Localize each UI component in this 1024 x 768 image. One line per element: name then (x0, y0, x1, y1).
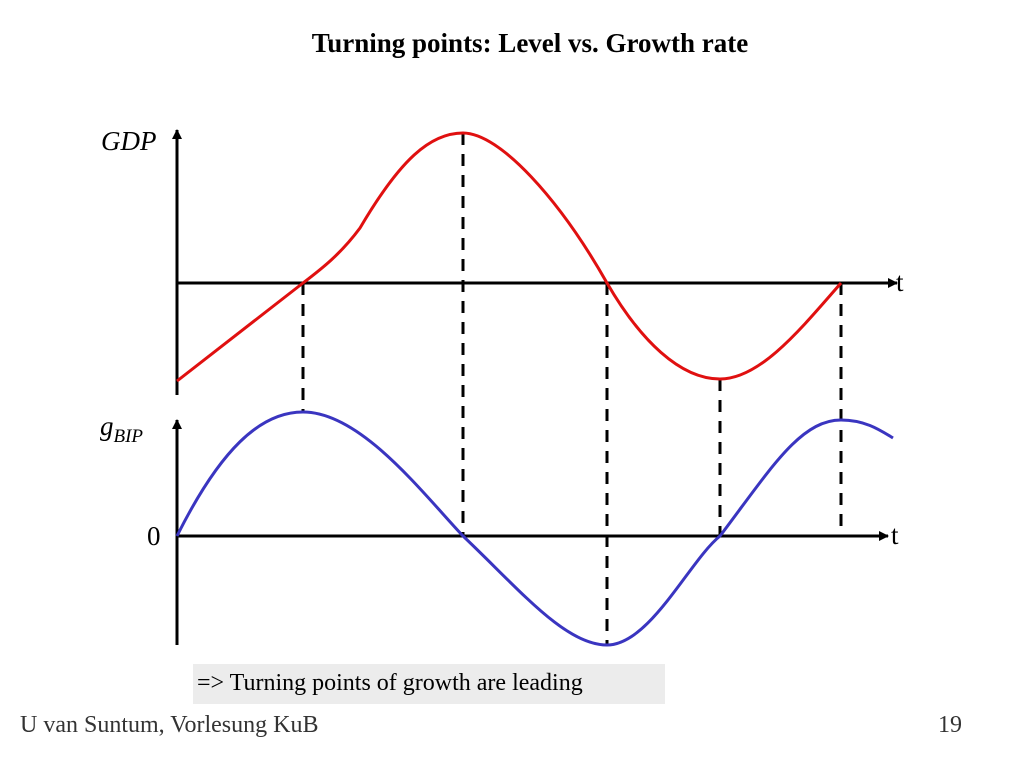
note-box: => Turning points of growth are leading (193, 664, 665, 704)
zero-label: 0 (147, 521, 161, 551)
bottom-t-axis-label: t (891, 520, 899, 550)
slide-title: Turning points: Level vs. Growth rate (311, 28, 749, 58)
growth-axis-symbol: g (100, 411, 114, 441)
top-t-axis-label: t (896, 267, 904, 297)
gdp-level-curve (176, 131, 843, 383)
footer-author: U van Suntum, Vorlesung KuB (20, 712, 319, 738)
growth-axis-subscript: BIP (113, 426, 144, 447)
page-number: 19 (938, 712, 962, 738)
growth-axis-label: gBIP (100, 411, 143, 447)
note-text: => Turning points of growth are leading (197, 670, 583, 696)
growth-rate-curve (175, 410, 894, 647)
gdp-axis-label: GDP (101, 126, 157, 156)
